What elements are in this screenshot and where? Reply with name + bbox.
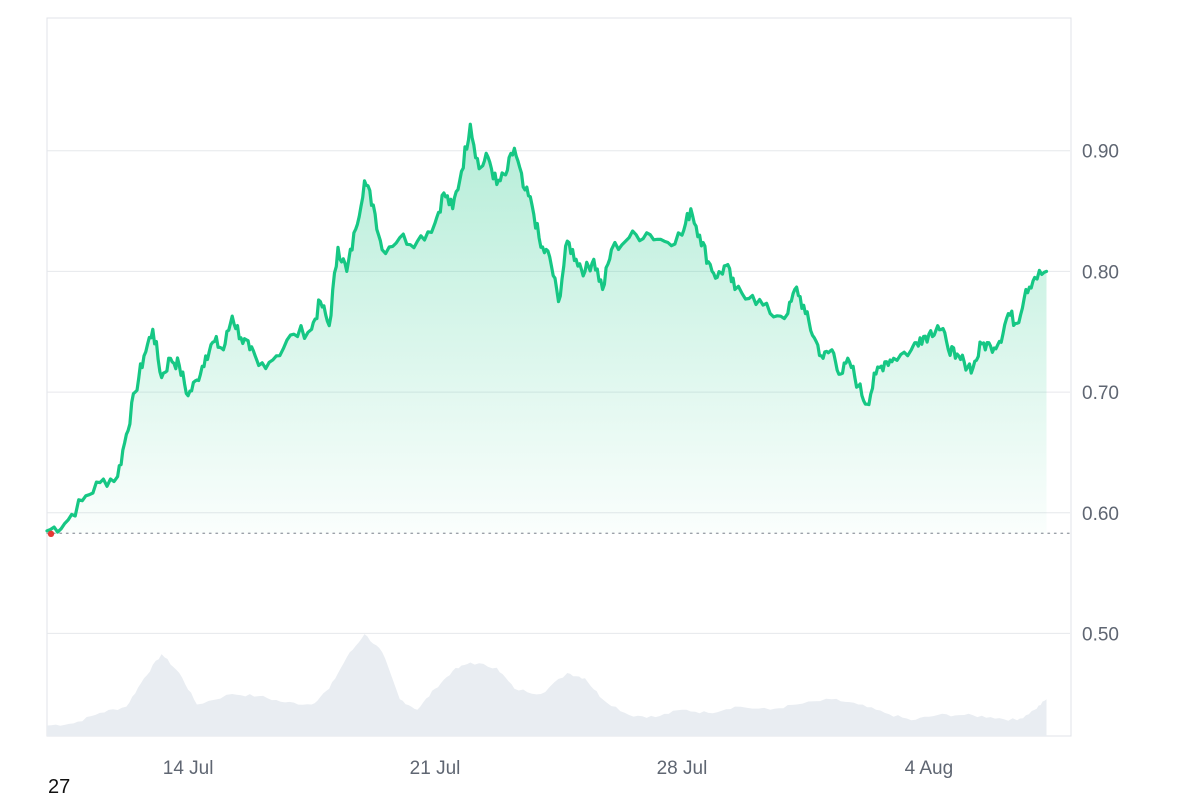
price-line — [45, 122, 1049, 534]
corner-label: 27 — [48, 776, 71, 798]
y-tick-label: 0.60 — [1082, 504, 1119, 525]
start-marker — [47, 530, 55, 538]
x-tick-label: 14 Jul — [163, 758, 214, 779]
volume-area — [47, 634, 1047, 736]
y-tick-label: 0.70 — [1082, 383, 1119, 404]
marker-group — [47, 530, 55, 538]
y-axis-ticks: 0.50 0.60 0.70 0.80 0.90 — [1082, 142, 1119, 646]
x-axis-ticks: 14 Jul 21 Jul 28 Jul 4 Aug — [163, 758, 953, 779]
volume-area-group — [47, 634, 1047, 736]
price-line-group — [45, 122, 1049, 534]
y-tick-label: 0.80 — [1082, 262, 1119, 283]
price-area-fill — [47, 124, 1047, 534]
x-tick-label: 4 Aug — [905, 758, 954, 779]
price-fill-group — [47, 124, 1047, 534]
x-tick-label: 21 Jul — [410, 758, 461, 779]
y-tick-label: 0.90 — [1082, 142, 1119, 163]
x-tick-label: 28 Jul — [657, 758, 708, 779]
y-tick-label: 0.50 — [1082, 624, 1119, 645]
